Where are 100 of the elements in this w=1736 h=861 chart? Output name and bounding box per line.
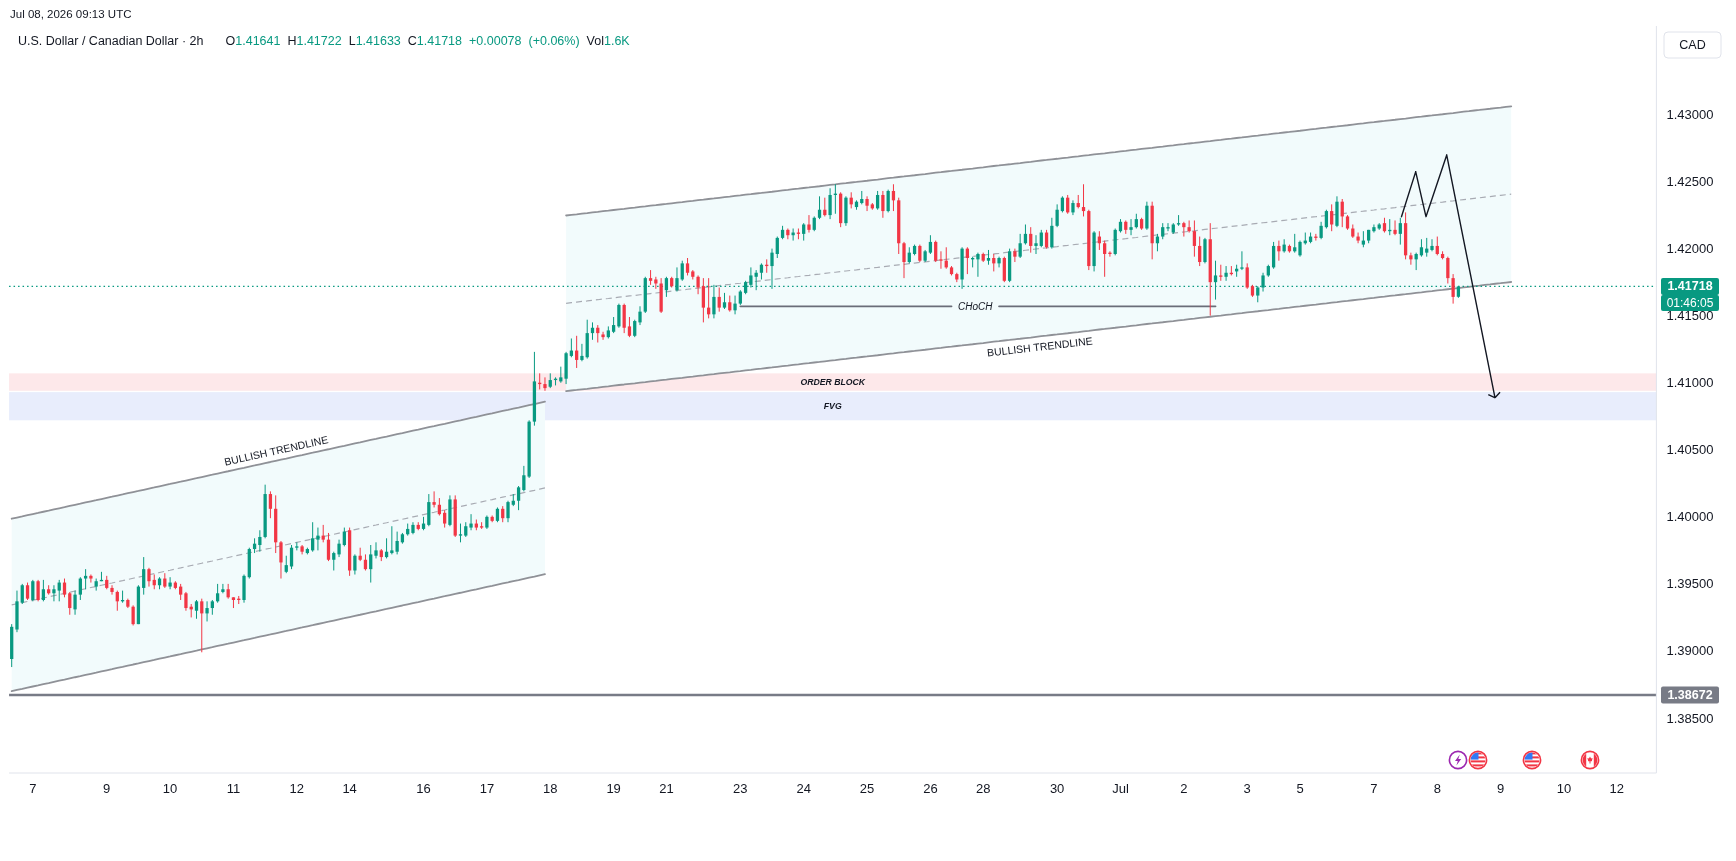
x-tick-label: 5	[1296, 780, 1304, 796]
candlestick	[78, 576, 82, 601]
y-tick-label: 1.43000	[1666, 107, 1714, 123]
candlestick	[200, 598, 204, 653]
candlestick	[1108, 250, 1112, 258]
y-tick-label: 1.39000	[1666, 643, 1714, 659]
x-tick-label: 30	[1049, 780, 1065, 796]
y-tick-label: 1.42000	[1666, 241, 1714, 257]
x-tick-label: 28	[975, 780, 991, 796]
candlestick	[432, 490, 436, 508]
candlestick	[332, 551, 336, 571]
y-tick-label: 1.42500	[1666, 174, 1714, 190]
candlestick	[83, 568, 88, 590]
candlestick	[57, 579, 61, 602]
candlestick	[733, 295, 737, 315]
x-tick-label: 21	[659, 780, 674, 796]
x-tick-label: 7	[1370, 780, 1378, 796]
y-tick-label: 1.40500	[1666, 442, 1714, 458]
candlestick	[865, 195, 869, 212]
band-label: FVG	[823, 401, 842, 412]
candlestick	[1129, 218, 1133, 236]
candlestick	[110, 584, 114, 596]
candlestick	[580, 343, 584, 362]
candlestick	[1081, 183, 1086, 217]
candlestick	[1435, 236, 1439, 256]
candlestick	[1166, 222, 1170, 232]
candlestick	[142, 556, 146, 596]
candlestick	[52, 584, 56, 602]
candlestick	[374, 541, 378, 559]
x-tick-label: 12	[289, 780, 305, 796]
x-tick-label: 18	[543, 780, 558, 796]
candlestick	[326, 532, 331, 562]
candlestick	[1245, 262, 1249, 290]
line-series	[10, 400, 546, 520]
y-tick-label: 1.39500	[1666, 576, 1714, 592]
candlestick	[522, 465, 526, 492]
candlestick	[1192, 219, 1197, 258]
candlestick	[194, 599, 199, 620]
line-series	[565, 105, 1513, 217]
text: O1.41641 H1.41722 L1.41633 C1.41718 +0.00078 (+0.06%) Vol1.6K	[225, 34, 630, 48]
ref-line-label: 1.38672	[1667, 687, 1713, 702]
line-series	[10, 573, 546, 693]
candlestick	[680, 260, 684, 282]
candlestick	[939, 250, 943, 270]
candlestick	[696, 274, 700, 295]
candlestick	[1393, 219, 1397, 236]
x-tick-label: 12	[1609, 780, 1625, 796]
x-tick-label: 24	[796, 780, 811, 796]
text: U.S. Dollar / Canadian Dollar · 2h	[18, 34, 204, 48]
candlestick	[31, 579, 35, 602]
x-tick-label: 10	[1556, 780, 1572, 796]
candlestick	[1277, 240, 1281, 262]
candlestick	[1271, 241, 1276, 270]
candlestick	[427, 493, 431, 527]
candlestick	[1145, 201, 1149, 231]
candlestick	[1425, 237, 1429, 258]
candlestick	[807, 214, 811, 234]
candlestick	[654, 276, 658, 290]
candlestick	[215, 583, 220, 604]
candlestick	[1356, 232, 1360, 244]
candlestick	[369, 544, 373, 584]
band-label: ORDER BLOCK	[800, 377, 866, 388]
candlestick	[601, 331, 605, 341]
candlestick	[543, 376, 547, 392]
candlestick	[1187, 219, 1191, 234]
candlestick	[36, 579, 40, 602]
y-axis-title: CAD	[1679, 38, 1706, 52]
candlestick	[1446, 256, 1450, 284]
candlestick	[147, 567, 151, 588]
candlestick	[1324, 209, 1329, 230]
text: BULLISH TRENDLINE	[986, 334, 1094, 359]
candlestick	[221, 583, 225, 594]
candlestick	[1293, 233, 1297, 254]
candlestick	[205, 600, 209, 622]
candlestick	[1409, 252, 1413, 266]
y-tick-label: 1.41000	[1666, 375, 1714, 391]
candlestick	[775, 236, 779, 259]
candlestick	[881, 190, 885, 219]
candlestick	[828, 187, 832, 220]
candlestick	[617, 303, 621, 329]
x-tick-label: 23	[733, 780, 748, 796]
candlestick	[627, 316, 632, 338]
x-tick-label: 17	[479, 780, 495, 796]
y-tick-label: 1.41500	[1666, 308, 1714, 324]
x-tick-label: 3	[1243, 780, 1251, 796]
text: Jul 08, 2026 09:13 UTC	[10, 8, 132, 20]
candlestick	[1029, 226, 1033, 254]
candlestick	[73, 590, 77, 616]
x-tick-label: 26	[923, 780, 938, 796]
candlestick	[62, 578, 67, 598]
candlestick	[279, 540, 283, 580]
x-tick-label: 16	[416, 780, 431, 796]
candlestick	[469, 513, 473, 531]
candlestick	[934, 240, 938, 263]
candlestick	[258, 529, 262, 553]
candlestick	[928, 234, 933, 255]
candlestick	[1451, 273, 1455, 305]
y-tick-label: 1.40000	[1666, 509, 1714, 525]
candlestick	[168, 576, 172, 590]
candlestick	[395, 531, 399, 555]
